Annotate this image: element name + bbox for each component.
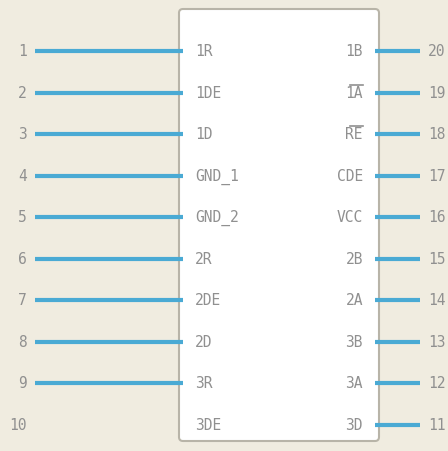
Text: 3B: 3B bbox=[345, 334, 363, 349]
Text: 2D: 2D bbox=[195, 334, 212, 349]
Text: GND_2: GND_2 bbox=[195, 209, 239, 226]
Text: 18: 18 bbox=[428, 127, 445, 142]
Text: 16: 16 bbox=[428, 210, 445, 225]
Text: CDE: CDE bbox=[337, 169, 363, 184]
Text: 3A: 3A bbox=[345, 376, 363, 391]
Text: GND_1: GND_1 bbox=[195, 168, 239, 184]
Text: 15: 15 bbox=[428, 252, 445, 267]
Text: 2A: 2A bbox=[345, 293, 363, 308]
Text: 19: 19 bbox=[428, 86, 445, 101]
Text: 2R: 2R bbox=[195, 252, 212, 267]
Text: 6: 6 bbox=[18, 252, 27, 267]
Text: 10: 10 bbox=[9, 417, 27, 432]
Text: 1DE: 1DE bbox=[195, 86, 221, 101]
Text: 1B: 1B bbox=[345, 44, 363, 60]
Text: 2B: 2B bbox=[345, 252, 363, 267]
Text: 3: 3 bbox=[18, 127, 27, 142]
Text: 5: 5 bbox=[18, 210, 27, 225]
FancyBboxPatch shape bbox=[179, 10, 379, 441]
Text: 11: 11 bbox=[428, 417, 445, 432]
Text: 12: 12 bbox=[428, 376, 445, 391]
Text: 3D: 3D bbox=[345, 417, 363, 432]
Text: 1D: 1D bbox=[195, 127, 212, 142]
Text: VCC: VCC bbox=[337, 210, 363, 225]
Text: 2: 2 bbox=[18, 86, 27, 101]
Text: 9: 9 bbox=[18, 376, 27, 391]
Text: 7: 7 bbox=[18, 293, 27, 308]
Text: 1R: 1R bbox=[195, 44, 212, 60]
Text: 20: 20 bbox=[428, 44, 445, 60]
Text: 8: 8 bbox=[18, 334, 27, 349]
Text: 1: 1 bbox=[18, 44, 27, 60]
Text: 3DE: 3DE bbox=[195, 417, 221, 432]
Text: 14: 14 bbox=[428, 293, 445, 308]
Text: RE: RE bbox=[345, 127, 363, 142]
Text: 2DE: 2DE bbox=[195, 293, 221, 308]
Text: 1A: 1A bbox=[345, 86, 363, 101]
Text: 3R: 3R bbox=[195, 376, 212, 391]
Text: 17: 17 bbox=[428, 169, 445, 184]
Text: 4: 4 bbox=[18, 169, 27, 184]
Text: 13: 13 bbox=[428, 334, 445, 349]
